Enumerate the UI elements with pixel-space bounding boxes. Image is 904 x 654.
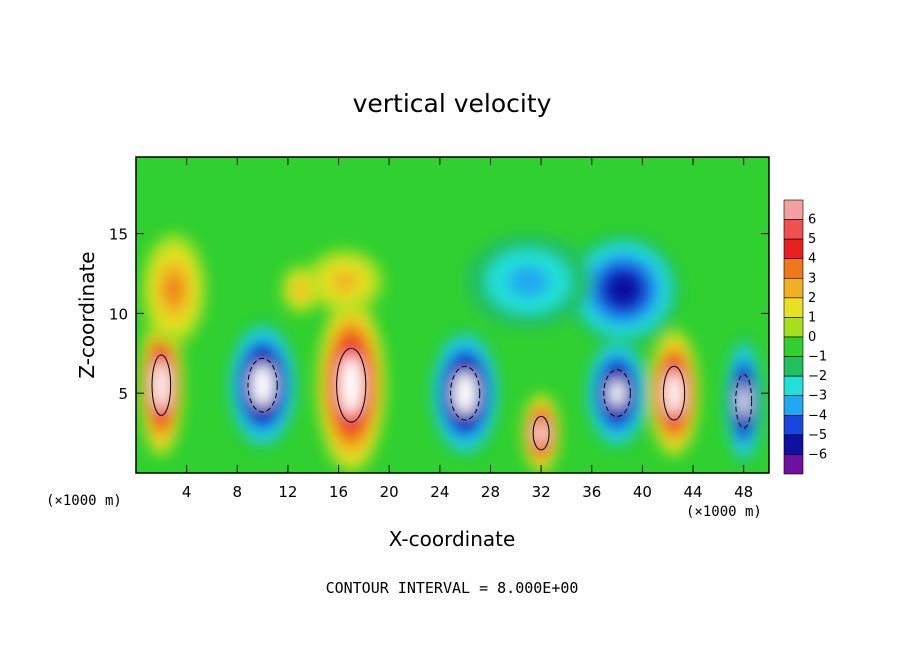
x-tick-label: 40 [633, 483, 652, 501]
colorbar-label: 2 [808, 291, 816, 306]
colorbar-label: 4 [808, 252, 816, 267]
contour-interval-note: CONTOUR INTERVAL = 8.000E+00 [326, 579, 579, 597]
colorbar-bin [783, 199, 804, 220]
field-cell-8-ring-6 [613, 280, 633, 299]
field-cell-3-ring-9 [461, 386, 470, 401]
chart-title: vertical velocity [353, 89, 552, 118]
colorbar-label: −6 [808, 447, 827, 462]
colorbar-bin [783, 317, 804, 338]
colorbar-label: −4 [808, 408, 827, 423]
contour-1 [247, 357, 278, 413]
field-cell-4-ring-8 [538, 428, 544, 439]
x-tick-label: 12 [278, 483, 297, 501]
colorbar-label: 5 [808, 232, 816, 247]
colorbar-bin [783, 356, 804, 377]
colorbar-bin [783, 414, 804, 436]
colorbar-bin [783, 375, 804, 397]
contour-3 [450, 365, 481, 421]
x-tick-label: 16 [329, 483, 348, 501]
x-tick-label: 32 [532, 483, 551, 501]
colorbar-label: 0 [808, 330, 816, 345]
colorbar-bin [783, 336, 804, 357]
contour-lines [151, 347, 753, 451]
contour-7 [735, 373, 753, 429]
x-tick-label: 44 [683, 483, 702, 501]
contour-6 [662, 365, 686, 421]
colorbar-label: 3 [808, 271, 816, 286]
x-tick-label: 4 [182, 483, 192, 501]
x-axis-ticks: 4 8 12 16 20 24 28 32 36 40 44 48 [182, 157, 753, 501]
y-tick-label: 10 [109, 305, 128, 323]
colorbar-bin [783, 297, 804, 318]
x-axis-label: X-coordinate [389, 527, 516, 551]
colorbar-bin [783, 434, 804, 455]
field-cell-6-ring-9 [671, 386, 677, 401]
field-cell-2-ring-9 [347, 375, 356, 395]
y-tick-label: 15 [109, 226, 128, 244]
field-cell-9-ring-3 [507, 265, 550, 298]
field-cell-7-ring-8 [741, 393, 747, 410]
colorbar-label: −5 [808, 428, 827, 443]
x-tick-label: 36 [582, 483, 601, 501]
field-cell-5-ring-8 [613, 386, 622, 401]
colorbar-bin [783, 395, 804, 416]
plot-frame [135, 156, 770, 474]
colorbar-label: −1 [808, 350, 827, 365]
field-cell-11-ring-3 [332, 270, 358, 293]
contour-5 [603, 369, 631, 418]
y-tick-label: 5 [118, 385, 128, 403]
y-axis-ticks: 5 10 15 [109, 226, 769, 403]
contour-2 [336, 347, 367, 423]
colorbar: 6 5 4 3 2 1 0 −1 −2 −3 −4 −5 −6 [783, 199, 827, 475]
colorbar-bin [783, 258, 804, 279]
colorbar-label: 1 [808, 310, 816, 325]
x-unit-label-right: (×1000 m) [686, 504, 762, 520]
field-cell-12-ring-3 [294, 281, 307, 298]
contour-0 [151, 354, 172, 416]
x-tick-label: 20 [380, 483, 399, 501]
x-unit-label-left: (×1000 m) [46, 493, 122, 509]
colorbar-bin [783, 219, 804, 240]
field-cell-1-ring-9 [258, 378, 267, 393]
colorbar-bin [783, 238, 804, 260]
field-cell-0-ring-9 [158, 377, 164, 394]
plot-area [135, 156, 770, 474]
y-axis-label: Z-coordinate [75, 251, 99, 378]
colorbar-label: 6 [808, 213, 816, 228]
colorbar-label: −3 [808, 389, 827, 404]
x-tick-label: 28 [481, 483, 500, 501]
x-tick-label: 48 [734, 483, 753, 501]
contour-4 [532, 415, 550, 451]
colorbar-label: −2 [808, 369, 827, 384]
colorbar-bin [783, 454, 804, 475]
x-tick-label: 8 [233, 483, 243, 501]
colorbar-bin [783, 277, 804, 299]
field-cells [139, 233, 763, 473]
field-cell-10-ring-4 [166, 275, 182, 304]
x-tick-label: 24 [430, 483, 449, 501]
